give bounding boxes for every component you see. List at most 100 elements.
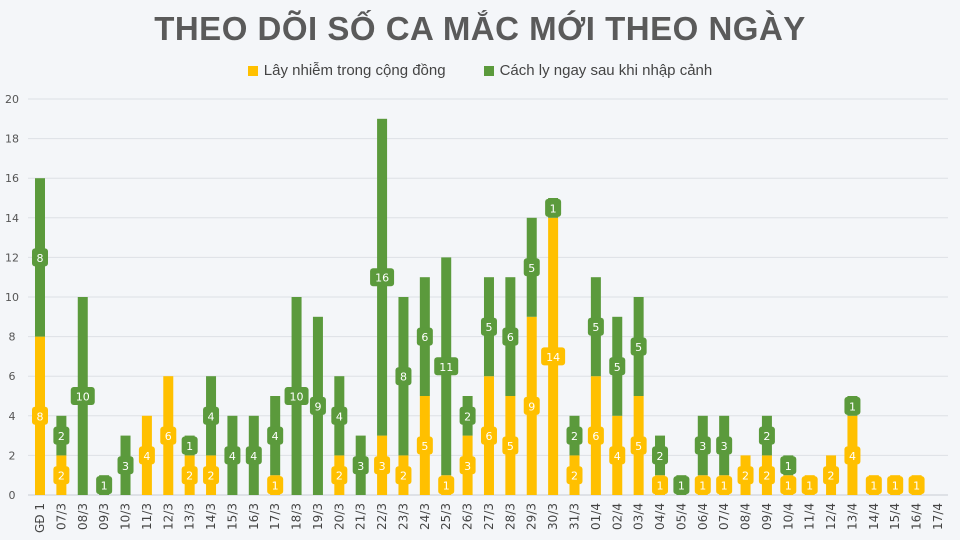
data-label-bg xyxy=(438,476,455,495)
x-tick-label: 09/4 xyxy=(760,503,774,530)
data-label: 3 xyxy=(379,460,386,473)
data-label-bg xyxy=(652,476,669,495)
data-label: 9 xyxy=(314,400,321,413)
data-label: 8 xyxy=(37,252,44,265)
x-tick-label: 03/4 xyxy=(632,503,646,530)
x-tick-label: 31/3 xyxy=(568,503,582,530)
data-label: 1 xyxy=(550,202,557,215)
data-label: 8 xyxy=(37,410,44,423)
chart-title: THEO DÕI SỐ CA MẮC MỚI THEO NGÀY xyxy=(154,10,806,47)
data-label: 5 xyxy=(635,440,642,453)
data-label: 16 xyxy=(375,272,389,285)
data-label: 3 xyxy=(357,460,364,473)
data-label: 1 xyxy=(657,480,664,493)
data-label-bg xyxy=(395,466,412,485)
x-tick-label: 27/3 xyxy=(482,503,496,530)
data-label: 2 xyxy=(828,470,835,483)
data-label: 2 xyxy=(400,470,407,483)
data-label: 1 xyxy=(721,480,728,493)
data-label: 3 xyxy=(699,440,706,453)
x-tick-label: 20/3 xyxy=(332,503,346,530)
data-label-bg xyxy=(545,198,562,217)
x-tick-label: 29/3 xyxy=(525,503,539,530)
data-label-bg xyxy=(587,317,604,336)
data-label-bg xyxy=(780,476,797,495)
data-label-bg xyxy=(801,476,818,495)
data-label: 14 xyxy=(546,351,560,364)
data-label-bg xyxy=(309,396,326,415)
x-tick-label: 15/3 xyxy=(225,503,239,530)
data-label-bg xyxy=(844,396,861,415)
data-label-bg xyxy=(758,426,775,445)
legend-swatch-yellow xyxy=(247,65,258,76)
x-tick-label: 06/4 xyxy=(696,503,710,530)
data-label-bg xyxy=(370,268,395,287)
data-label-bg xyxy=(32,406,48,425)
data-label: 6 xyxy=(485,430,492,443)
data-label-bg xyxy=(694,476,711,495)
data-label-bg xyxy=(224,446,241,465)
data-label: 1 xyxy=(443,480,450,493)
x-tick-label: 08/4 xyxy=(739,503,753,530)
x-tick-label: 12/4 xyxy=(824,503,838,530)
data-label: 6 xyxy=(165,430,172,443)
data-label: 2 xyxy=(763,470,770,483)
data-label: 2 xyxy=(657,450,664,463)
data-label-bg xyxy=(245,446,262,465)
data-label-bg xyxy=(630,337,647,356)
data-label-bg xyxy=(267,426,284,445)
data-label: 2 xyxy=(58,470,65,483)
data-label-bg xyxy=(609,357,626,376)
x-tick-label: 07/4 xyxy=(717,503,731,530)
data-label-bg xyxy=(887,476,904,495)
data-label: 2 xyxy=(464,410,471,423)
y-tick-label: 12 xyxy=(5,251,19,264)
x-tick-label: 04/4 xyxy=(653,503,667,530)
data-label: 9 xyxy=(528,400,535,413)
data-label-bg xyxy=(844,446,861,465)
data-label-bg xyxy=(32,248,48,267)
data-label-bg xyxy=(395,367,412,386)
x-tick-label: 16/4 xyxy=(910,503,924,530)
data-label: 1 xyxy=(785,460,792,473)
x-tick-label: 05/4 xyxy=(674,503,688,530)
data-label: 2 xyxy=(571,430,578,443)
data-label-bg xyxy=(523,258,540,277)
data-label-bg xyxy=(267,476,284,495)
data-label-bg xyxy=(203,406,220,425)
data-label: 1 xyxy=(186,440,193,453)
data-label: 6 xyxy=(507,331,514,344)
data-label: 4 xyxy=(614,450,621,463)
y-tick-label: 2 xyxy=(9,449,16,462)
y-tick-label: 4 xyxy=(9,410,16,423)
data-label-bg xyxy=(70,387,95,405)
data-label-bg xyxy=(541,347,566,366)
data-label: 4 xyxy=(272,430,279,443)
data-label: 3 xyxy=(721,440,728,453)
y-tick-label: 8 xyxy=(9,331,16,344)
x-tick-label: 13/4 xyxy=(845,503,859,530)
data-label: 6 xyxy=(421,331,428,344)
data-label: 10 xyxy=(290,391,304,404)
data-label-bg xyxy=(416,436,433,455)
data-label: 2 xyxy=(186,470,193,483)
x-tick-label: 17/4 xyxy=(931,503,945,530)
data-label: 5 xyxy=(635,341,642,354)
data-label-bg xyxy=(374,456,391,475)
data-label: 4 xyxy=(143,450,150,463)
data-label-bg xyxy=(587,426,604,445)
data-label-bg xyxy=(780,456,797,475)
data-label: 1 xyxy=(272,480,279,493)
data-label: 1 xyxy=(870,480,877,493)
y-tick-label: 16 xyxy=(5,172,19,185)
data-label: 5 xyxy=(485,321,492,334)
x-tick-label: GĐ 1 xyxy=(33,503,47,533)
x-tick-label: 28/3 xyxy=(503,503,517,530)
data-label: 4 xyxy=(229,450,236,463)
data-label-bg xyxy=(138,446,155,465)
y-tick-label: 0 xyxy=(9,489,16,502)
x-tick-label: 26/3 xyxy=(461,503,475,530)
data-label: 2 xyxy=(58,430,65,443)
data-label: 11 xyxy=(439,361,453,374)
data-label-bg xyxy=(823,466,840,485)
